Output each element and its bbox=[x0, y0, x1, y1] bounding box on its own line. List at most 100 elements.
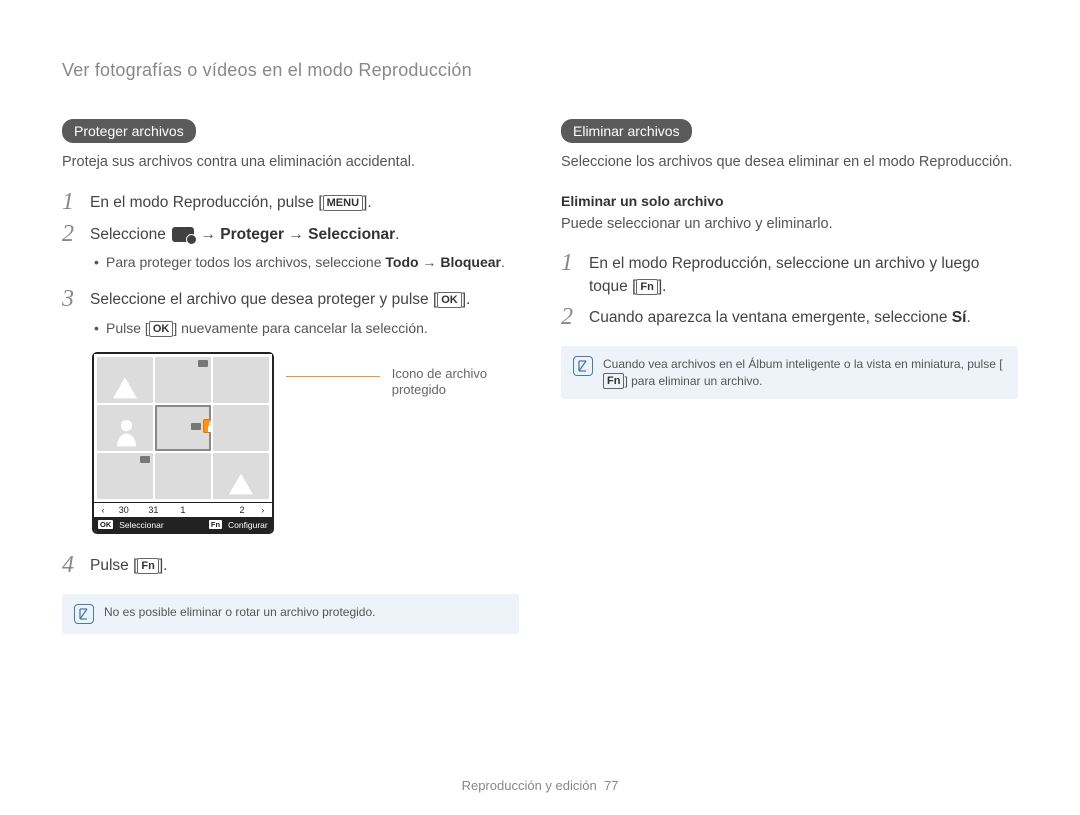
text-fragment: Seleccione bbox=[90, 226, 170, 243]
text-bold: Bloquear bbox=[440, 254, 501, 270]
sub-text: Puede seleccionar un archivo y eliminarl… bbox=[561, 215, 1018, 235]
sub-heading: Eliminar un solo archivo bbox=[561, 193, 1018, 209]
cal-arrow-right: › bbox=[257, 505, 269, 515]
ok-button-label: OK bbox=[149, 321, 174, 337]
text-bold: Seleccionar bbox=[308, 226, 395, 243]
text-fragment: ] nuevamente para cancelar la selección. bbox=[173, 320, 427, 336]
tag-icon bbox=[191, 423, 201, 430]
thumbnail bbox=[97, 357, 153, 403]
step-2-right: 2 Cuando aparezca la ventana emergente, … bbox=[561, 304, 1018, 330]
step-2-sub: Para proteger todos los archivos, selecc… bbox=[94, 253, 519, 272]
ok-button-label: OK bbox=[437, 292, 462, 308]
lock-icon bbox=[203, 419, 211, 433]
page-footer: Reproducción y edición 77 bbox=[0, 778, 1080, 793]
footer-page-number: 77 bbox=[604, 778, 618, 793]
key-fn: Fn bbox=[209, 520, 222, 529]
section-heading-delete: Eliminar archivos bbox=[561, 119, 692, 143]
step-number: 1 bbox=[62, 189, 82, 215]
step-number: 2 bbox=[561, 304, 581, 330]
section-heading-protect: Proteger archivos bbox=[62, 119, 196, 143]
text-fragment: → bbox=[284, 226, 308, 243]
fn-button-label: Fn bbox=[137, 558, 158, 574]
cal-day: 30 bbox=[109, 504, 139, 516]
text-fragment: Pulse [ bbox=[90, 557, 137, 574]
text-fragment: → bbox=[419, 254, 441, 270]
text-fragment: . bbox=[501, 254, 505, 270]
step-3-sub: Pulse [OK] nuevamente para cancelar la s… bbox=[94, 319, 519, 338]
step-text: Cuando aparezca la ventana emergente, se… bbox=[589, 304, 971, 329]
content-columns: Proteger archivos Proteja sus archivos c… bbox=[62, 119, 1018, 634]
footer-section: Reproducción y edición bbox=[462, 778, 597, 793]
callout-line bbox=[286, 376, 380, 377]
cal-day: 31 bbox=[139, 504, 169, 516]
step-4: 4 Pulse [Fn]. bbox=[62, 552, 519, 578]
thumbnail bbox=[155, 357, 211, 403]
text-fragment: . bbox=[966, 309, 970, 326]
step-text: Seleccione → Proteger → Seleccionar. bbox=[90, 221, 399, 246]
text-fragment: Cuando vea archivos en el Álbum intelige… bbox=[603, 357, 1003, 371]
text-fragment: Cuando aparezca la ventana emergente, se… bbox=[589, 309, 952, 326]
text-fragment: Para proteger todos los archivos, selecc… bbox=[106, 254, 385, 270]
text-fragment: ]. bbox=[658, 278, 667, 295]
fn-button-label: Fn bbox=[636, 279, 657, 295]
text-fragment: Pulse [ bbox=[106, 320, 149, 336]
text-fragment: ]. bbox=[462, 291, 471, 308]
text-fragment: → bbox=[196, 226, 220, 243]
info-icon bbox=[74, 604, 94, 624]
text-fragment: . bbox=[395, 226, 399, 243]
info-text: Cuando vea archivos en el Álbum intelige… bbox=[603, 356, 1006, 388]
text-fragment: ] para eliminar un archivo. bbox=[624, 374, 762, 388]
step-number: 2 bbox=[62, 221, 82, 247]
cal-arrow-left: ‹ bbox=[97, 505, 109, 515]
page-title: Ver fotografías o vídeos en el modo Repr… bbox=[62, 60, 1018, 81]
step-number: 3 bbox=[62, 286, 82, 312]
key-ok: OK bbox=[98, 520, 113, 529]
text-bold: Todo bbox=[385, 254, 418, 270]
intro-text: Proteja sus archivos contra una eliminac… bbox=[62, 153, 519, 173]
thumbnail-selected bbox=[155, 405, 211, 451]
step-text: En el modo Reproducción, seleccione un a… bbox=[589, 250, 1018, 298]
text-fragment: ]. bbox=[159, 557, 168, 574]
right-column: Eliminar archivos Seleccione los archivo… bbox=[561, 119, 1018, 634]
info-text: No es posible eliminar o rotar un archiv… bbox=[104, 604, 375, 620]
thumbnail bbox=[97, 405, 153, 451]
left-column: Proteger archivos Proteja sus archivos c… bbox=[62, 119, 519, 634]
step-1: 1 En el modo Reproducción, pulse [MENU]. bbox=[62, 189, 519, 215]
menu-button-label: MENU bbox=[323, 195, 363, 211]
step-text: En el modo Reproducción, pulse [MENU]. bbox=[90, 189, 372, 214]
text-bold: Sí bbox=[952, 309, 967, 326]
step-number: 4 bbox=[62, 552, 82, 578]
thumbnail bbox=[213, 405, 269, 451]
step-3: 3 Seleccione el archivo que desea proteg… bbox=[62, 286, 519, 312]
cal-day: 1 bbox=[168, 504, 198, 516]
camera-illustration: ‹ 30 31 1 2 › OK Seleccionar Fn Configur… bbox=[92, 352, 519, 534]
cal-day bbox=[198, 509, 228, 511]
thumbnail bbox=[213, 357, 269, 403]
calendar-row: ‹ 30 31 1 2 › bbox=[94, 502, 272, 517]
camera-bottom-bar: OK Seleccionar Fn Configurar bbox=[94, 517, 272, 532]
callout bbox=[286, 352, 380, 377]
info-box: No es posible eliminar o rotar un archiv… bbox=[62, 594, 519, 634]
label-configure: Configurar bbox=[228, 520, 268, 530]
text-bold: Proteger bbox=[220, 226, 284, 243]
callout-label: Icono de archivo protegido bbox=[392, 366, 519, 400]
thumbnail bbox=[155, 453, 211, 499]
camera-screen: ‹ 30 31 1 2 › OK Seleccionar Fn Configur… bbox=[92, 352, 274, 534]
info-box: Cuando vea archivos en el Álbum intelige… bbox=[561, 346, 1018, 398]
text-fragment: Seleccione el archivo que desea proteger… bbox=[90, 291, 437, 308]
text-fragment: En el modo Reproducción, pulse [ bbox=[90, 194, 323, 211]
tag-icon bbox=[198, 360, 208, 367]
info-icon bbox=[573, 356, 593, 376]
step-text: Seleccione el archivo que desea proteger… bbox=[90, 286, 470, 311]
thumbnail bbox=[97, 453, 153, 499]
step-number: 1 bbox=[561, 250, 581, 276]
settings-icon bbox=[172, 227, 194, 242]
fn-button-label: Fn bbox=[603, 373, 624, 389]
step-text: Pulse [Fn]. bbox=[90, 552, 167, 577]
thumbnail bbox=[213, 453, 269, 499]
step-1-right: 1 En el modo Reproducción, seleccione un… bbox=[561, 250, 1018, 298]
intro-text: Seleccione los archivos que desea elimin… bbox=[561, 153, 1018, 173]
label-select: Seleccionar bbox=[119, 520, 163, 530]
text-fragment: ]. bbox=[363, 194, 372, 211]
step-2: 2 Seleccione → Proteger → Seleccionar. bbox=[62, 221, 519, 247]
